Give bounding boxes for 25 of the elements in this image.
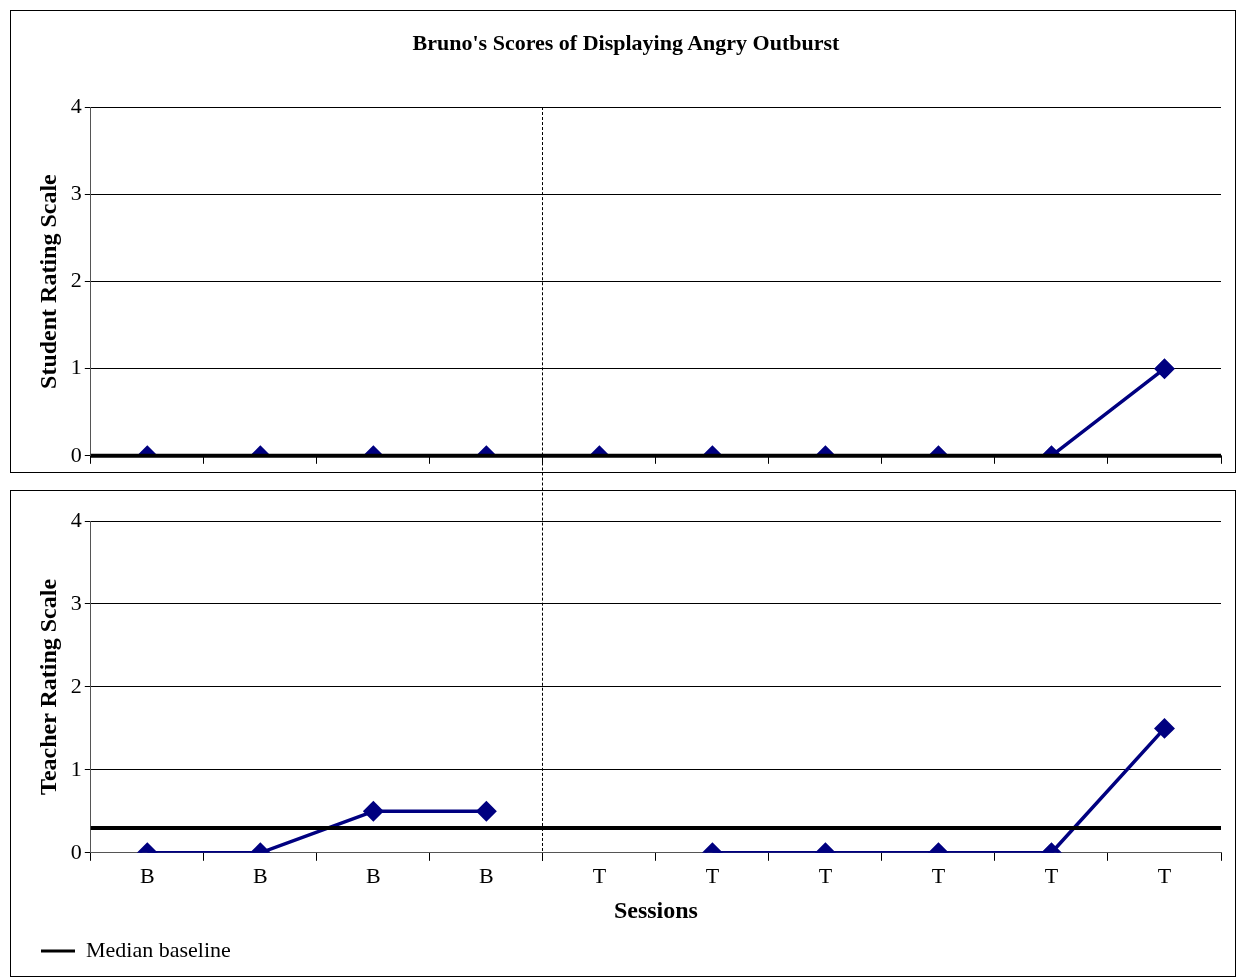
x-tick-label: B — [252, 862, 268, 888]
x-tick-label: T — [1044, 862, 1059, 888]
y-tick-label: 4 — [70, 93, 82, 119]
y-tick-label: 1 — [70, 354, 82, 380]
x-tick-label: T — [1157, 862, 1172, 888]
x-tick-label: T — [705, 862, 720, 888]
y-tick-label: 2 — [70, 672, 82, 698]
x-tick-label: B — [479, 862, 494, 888]
legend-label: Median baseline — [86, 936, 231, 962]
x-tick-label: T — [592, 862, 607, 888]
y-tick-label: 0 — [70, 441, 82, 467]
y-tick-label: 3 — [70, 180, 82, 206]
x-tick-label: B — [139, 862, 155, 888]
x-tick-label: T — [931, 862, 946, 888]
y-tick-label: 2 — [70, 267, 82, 293]
y-tick-label: 4 — [70, 506, 82, 532]
x-tick-label: T — [818, 862, 833, 888]
x-tick-label: B — [366, 862, 381, 888]
chart-title: Bruno's Scores of Displaying Angry Outburst — [412, 29, 841, 55]
y-axis-title: Teacher Rating Scale — [34, 578, 61, 795]
y-axis-title: Student Rating Scale — [34, 173, 61, 389]
y-tick-label: 1 — [70, 755, 82, 781]
x-axis-title: Sessions — [613, 896, 698, 923]
y-tick-label: 3 — [70, 589, 82, 615]
y-tick-label: 0 — [70, 838, 82, 864]
